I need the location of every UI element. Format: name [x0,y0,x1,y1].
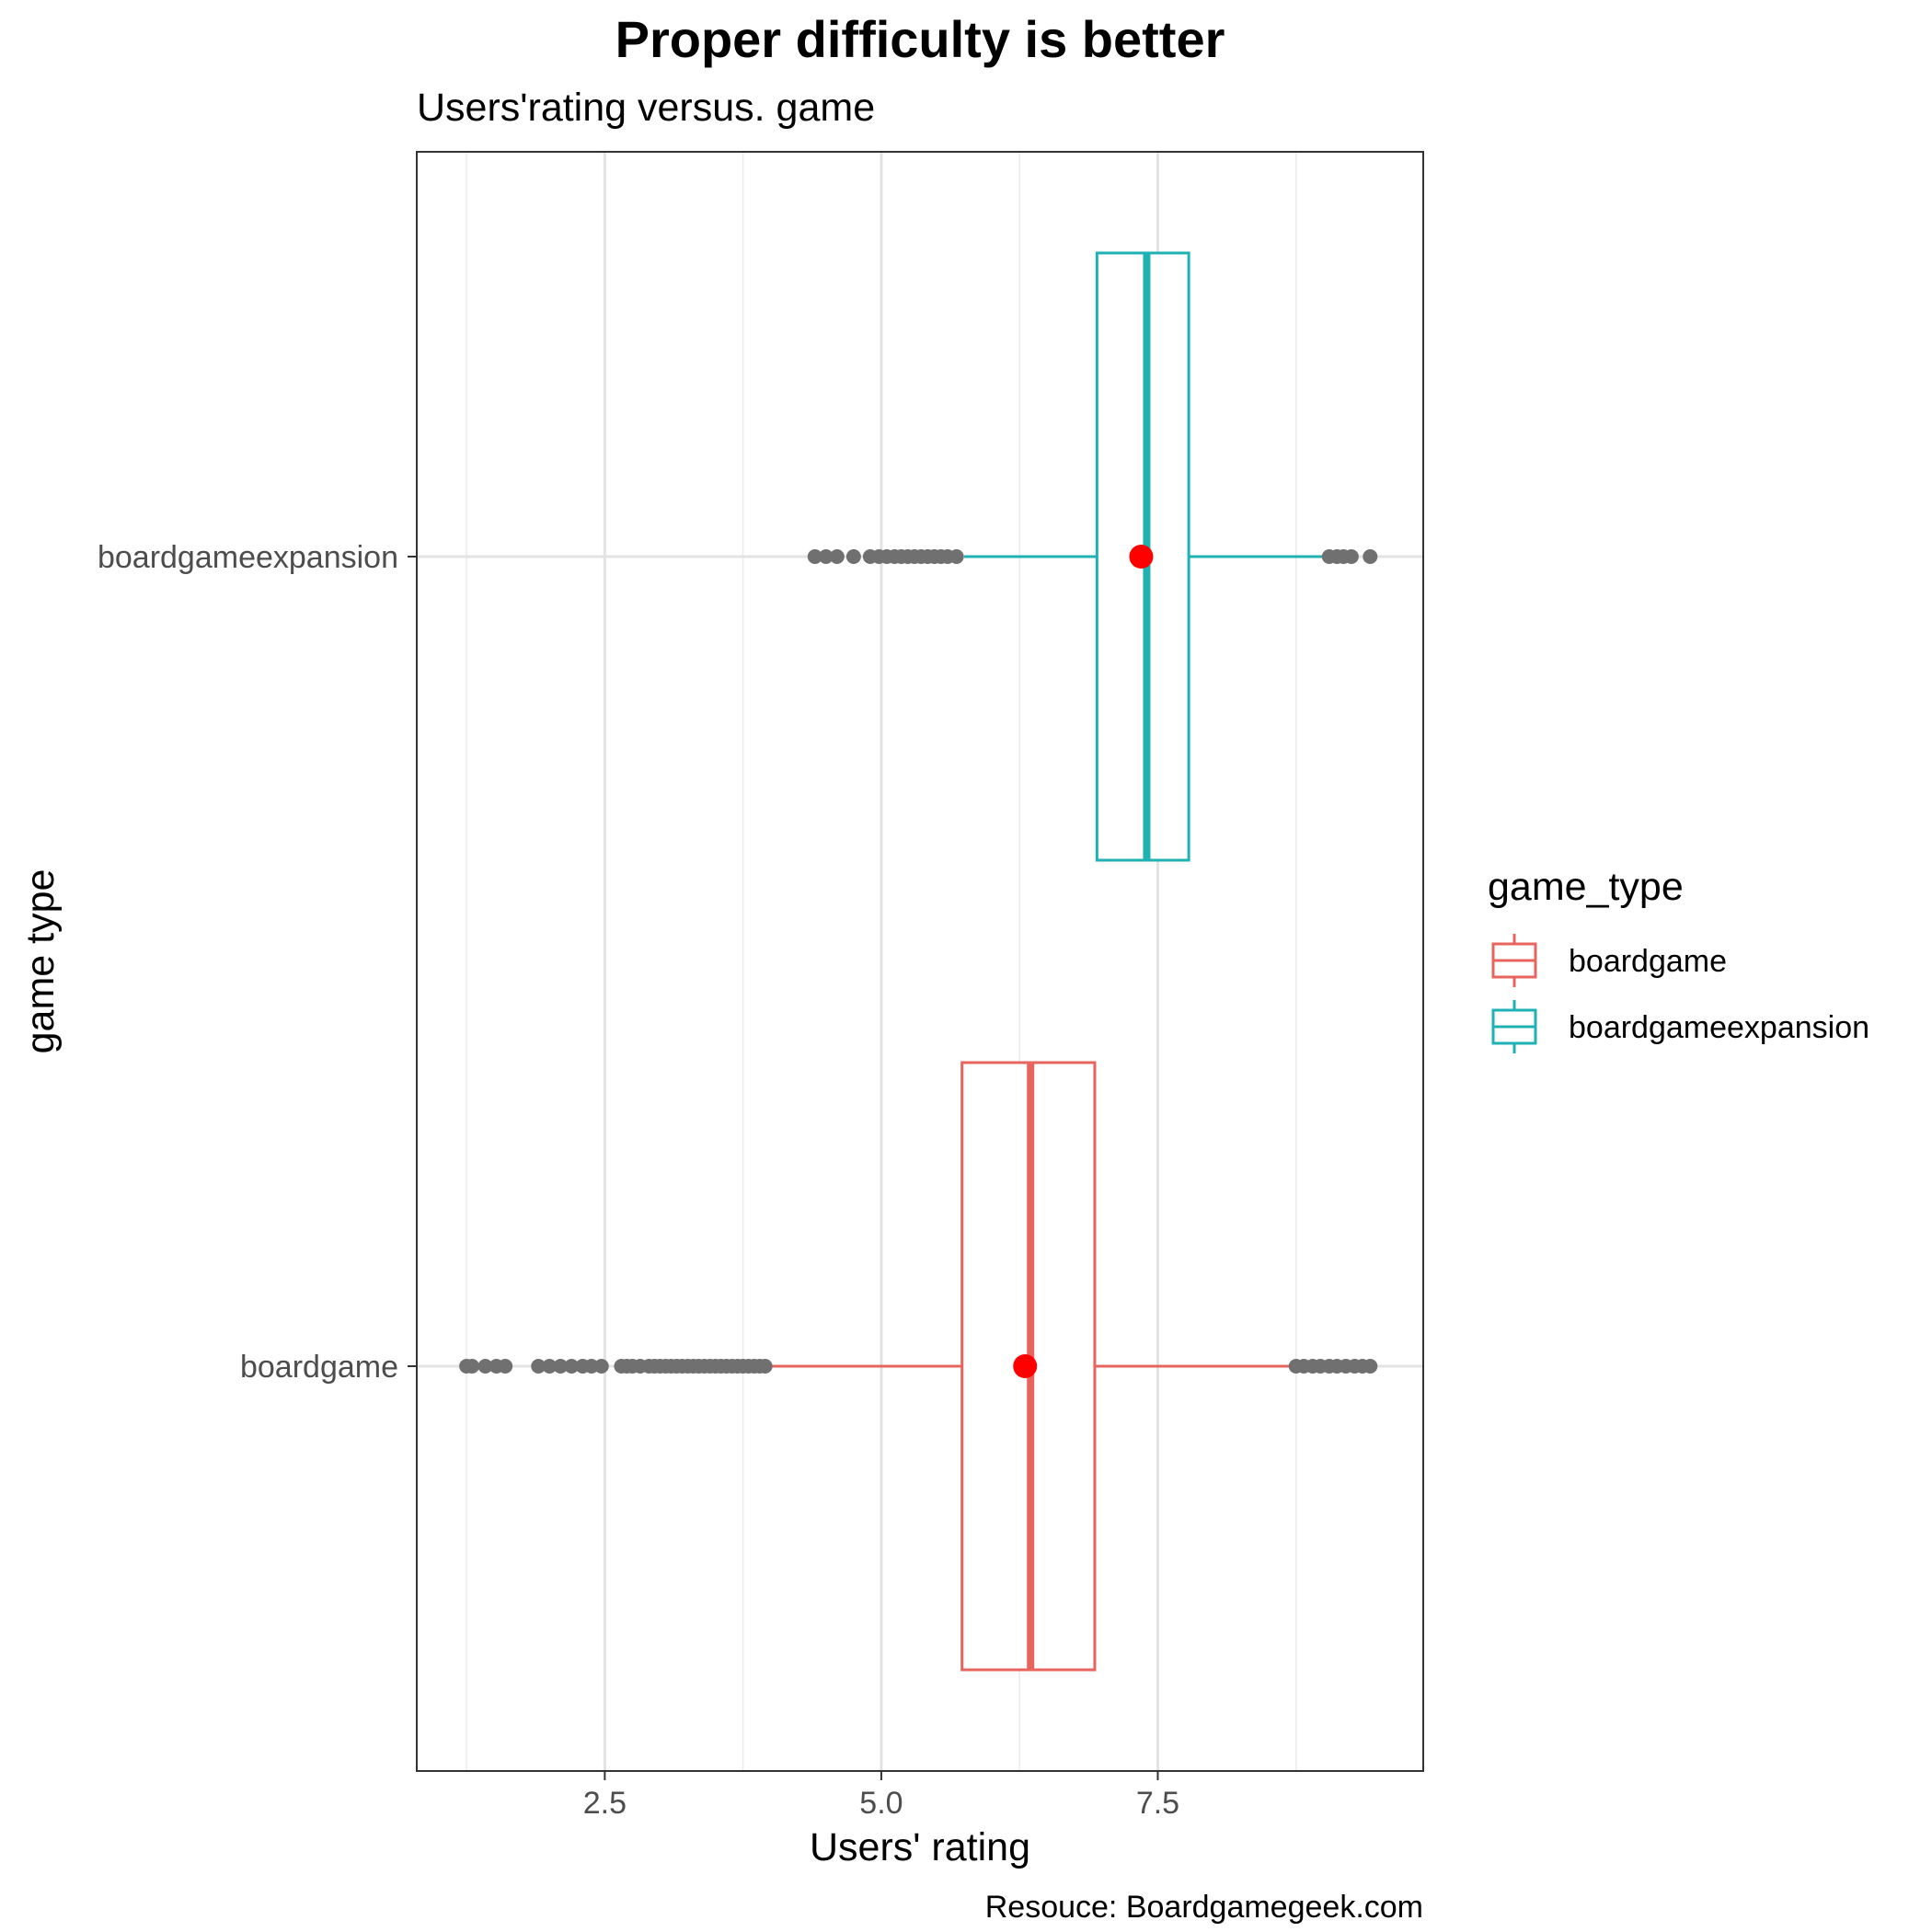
outlier-point [1363,1359,1378,1374]
outlier-point [593,1359,609,1374]
panel-background [417,152,1423,1771]
chart-caption: Resouce: Boardgamegeek.com [985,1890,1423,1925]
outlier-point [531,1359,546,1374]
outlier-point [1343,549,1359,564]
outlier-point [829,549,845,564]
outlier-point [465,1359,480,1374]
x-tick-label: 7.5 [1136,1786,1179,1821]
legend: game_type boardgame boardgameexpansion [1488,865,1869,1053]
legend-title: game_type [1488,865,1684,909]
mean-point [1129,545,1154,569]
outlier-point [807,549,822,564]
plot-area: 2.5 5.0 7.5 boardgameexpansion boardgame [98,151,1424,1821]
outlier-point [477,1359,493,1374]
outlier-point [553,1359,569,1374]
chart-title: Proper difficulty is better [615,10,1225,68]
mean-point [1013,1354,1038,1378]
legend-label: boardgameexpansion [1569,1010,1869,1045]
outlier-point [818,549,834,564]
outlier-point [1363,549,1378,564]
outlier-point [542,1359,558,1374]
panel-border [416,151,1424,1772]
outlier-point [845,549,861,564]
x-tick-label: 5.0 [859,1786,903,1821]
y-axis-title: game type [18,869,63,1054]
y-tick-label: boardgameexpansion [98,540,398,575]
outlier-point [757,1359,773,1374]
chart-subtitle: Users'rating versus. game [417,86,875,130]
y-tick-label: boardgame [240,1350,398,1385]
legend-label: boardgame [1569,944,1727,979]
outlier-point [949,549,964,564]
outlier-point [498,1359,513,1374]
outlier-point [564,1359,580,1374]
x-tick-label: 2.5 [583,1786,627,1821]
x-axis-title: Users' rating [810,1825,1030,1869]
